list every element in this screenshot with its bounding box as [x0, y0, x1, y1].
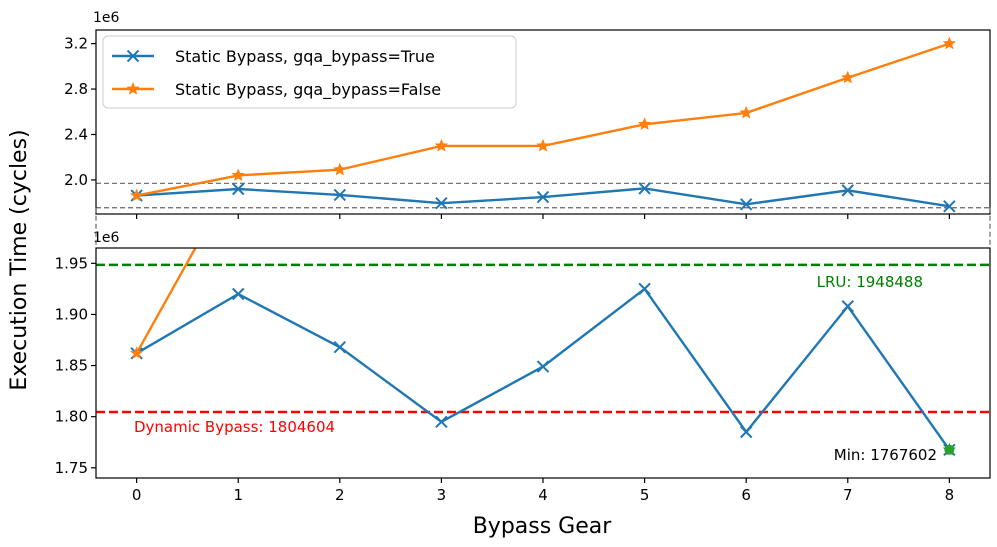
top_panel-y-tick-label-1: 2.4 [64, 125, 88, 143]
top_panel-series-0-point-7 [841, 184, 854, 197]
bottom_panel-y-tick-label-4: 1.95 [55, 254, 88, 272]
bottom_panel-plot-area [96, 114, 990, 456]
bottom_panel-y-tick-label-0: 1.75 [55, 459, 88, 477]
x-tick-label-4: 4 [538, 486, 548, 504]
lru-annotation: LRU: 1948488 [817, 273, 923, 291]
top_panel-series-0-point-1 [232, 182, 245, 196]
top-offset-label: 1e6 [93, 10, 120, 26]
dynamic-bypass-annotation: Dynamic Bypass: 1804604 [134, 418, 335, 436]
top_panel-series-0-point-6 [739, 198, 753, 211]
x-tick-label-3: 3 [437, 486, 447, 504]
bottom-panel: 1.75 1.80 1.85 1.90 1.95 0 1 2 3 4 5 6 7 8 LRU: 194848… [55, 114, 991, 504]
bottom_panel-series-0-point-3 [435, 415, 448, 428]
top_panel-series-0-point-8 [943, 200, 956, 213]
x-tick-label-2: 2 [335, 486, 345, 504]
top_panel-series-1-point-6 [739, 105, 754, 119]
x-tick-label-5: 5 [640, 486, 650, 504]
legend-label-1: Static Bypass, gqa_bypass=False [175, 80, 441, 100]
bottom_panel-series-0-point-4 [536, 360, 550, 373]
top_panel-series-0-point-5 [638, 182, 651, 195]
min-point-dot [944, 444, 955, 455]
min-annotation: Min: 1767602 [834, 446, 937, 464]
top-panel: 2.0 2.4 2.8 3.2 [64, 29, 991, 248]
top_panel-series-1-point-2 [332, 162, 347, 176]
bottom_panel-y-tick-label-3: 1.90 [55, 305, 88, 323]
top_panel-series-1-point-1 [231, 168, 246, 182]
bottom_panel-series-0-point-7 [841, 300, 854, 313]
top_panel-plot-area [96, 36, 990, 213]
bottom_panel-series-1-point-0 [129, 346, 144, 360]
top_panel-series-0-point-2 [333, 188, 347, 202]
top_panel-y-tick-label-3: 3.2 [64, 35, 88, 53]
bottom_panel-series-0-point-1 [232, 287, 245, 301]
bottom_panel-y-tick-label-2: 1.85 [55, 357, 88, 375]
x-tick-label-1: 1 [233, 486, 243, 504]
legend-marker-0 [126, 49, 140, 63]
legend: Static Bypass, gqa_bypass=True Static Byp… [102, 35, 517, 109]
x-axis-label: Bypass Gear [473, 514, 613, 539]
top_panel-y-tick-label-2: 2.8 [64, 80, 88, 98]
x-tick-label-8: 8 [945, 486, 955, 504]
top_panel-series-0-point-3 [435, 197, 448, 210]
bottom-offset-label: 1e6 [93, 230, 120, 246]
bottom_panel-series-0-point-6 [739, 425, 753, 439]
top_panel-y-tick-label-0: 2.0 [64, 171, 88, 189]
top_panel-series-0-point-4 [536, 190, 550, 204]
legend-box [102, 35, 517, 109]
legend-marker-1 [126, 81, 140, 95]
top_panel-series-1-point-5 [637, 117, 652, 131]
x-tick-label-0: 0 [132, 486, 142, 504]
top_panel-series-1-point-4 [536, 138, 550, 152]
bottom_panel-series-1-point-2 [334, 114, 346, 126]
bottom_panel-y-tick-label-1: 1.80 [55, 408, 88, 426]
bottom_panel-series-0-point-2 [333, 340, 347, 354]
top_panel-series-1-point-3 [434, 138, 449, 152]
legend-label-0: Static Bypass, gqa_bypass=True [175, 47, 435, 67]
top_panel-series-1-point-7 [840, 70, 855, 84]
x-tick-label-6: 6 [741, 486, 751, 504]
x-tick-label-7: 7 [843, 486, 853, 504]
top_panel-series-1-point-0 [129, 188, 144, 202]
bottom_panel-series-0-point-5 [638, 282, 651, 296]
top_panel-series-1-point-8 [942, 36, 957, 50]
y-axis-label: Execution Time (cycles) [7, 129, 32, 390]
